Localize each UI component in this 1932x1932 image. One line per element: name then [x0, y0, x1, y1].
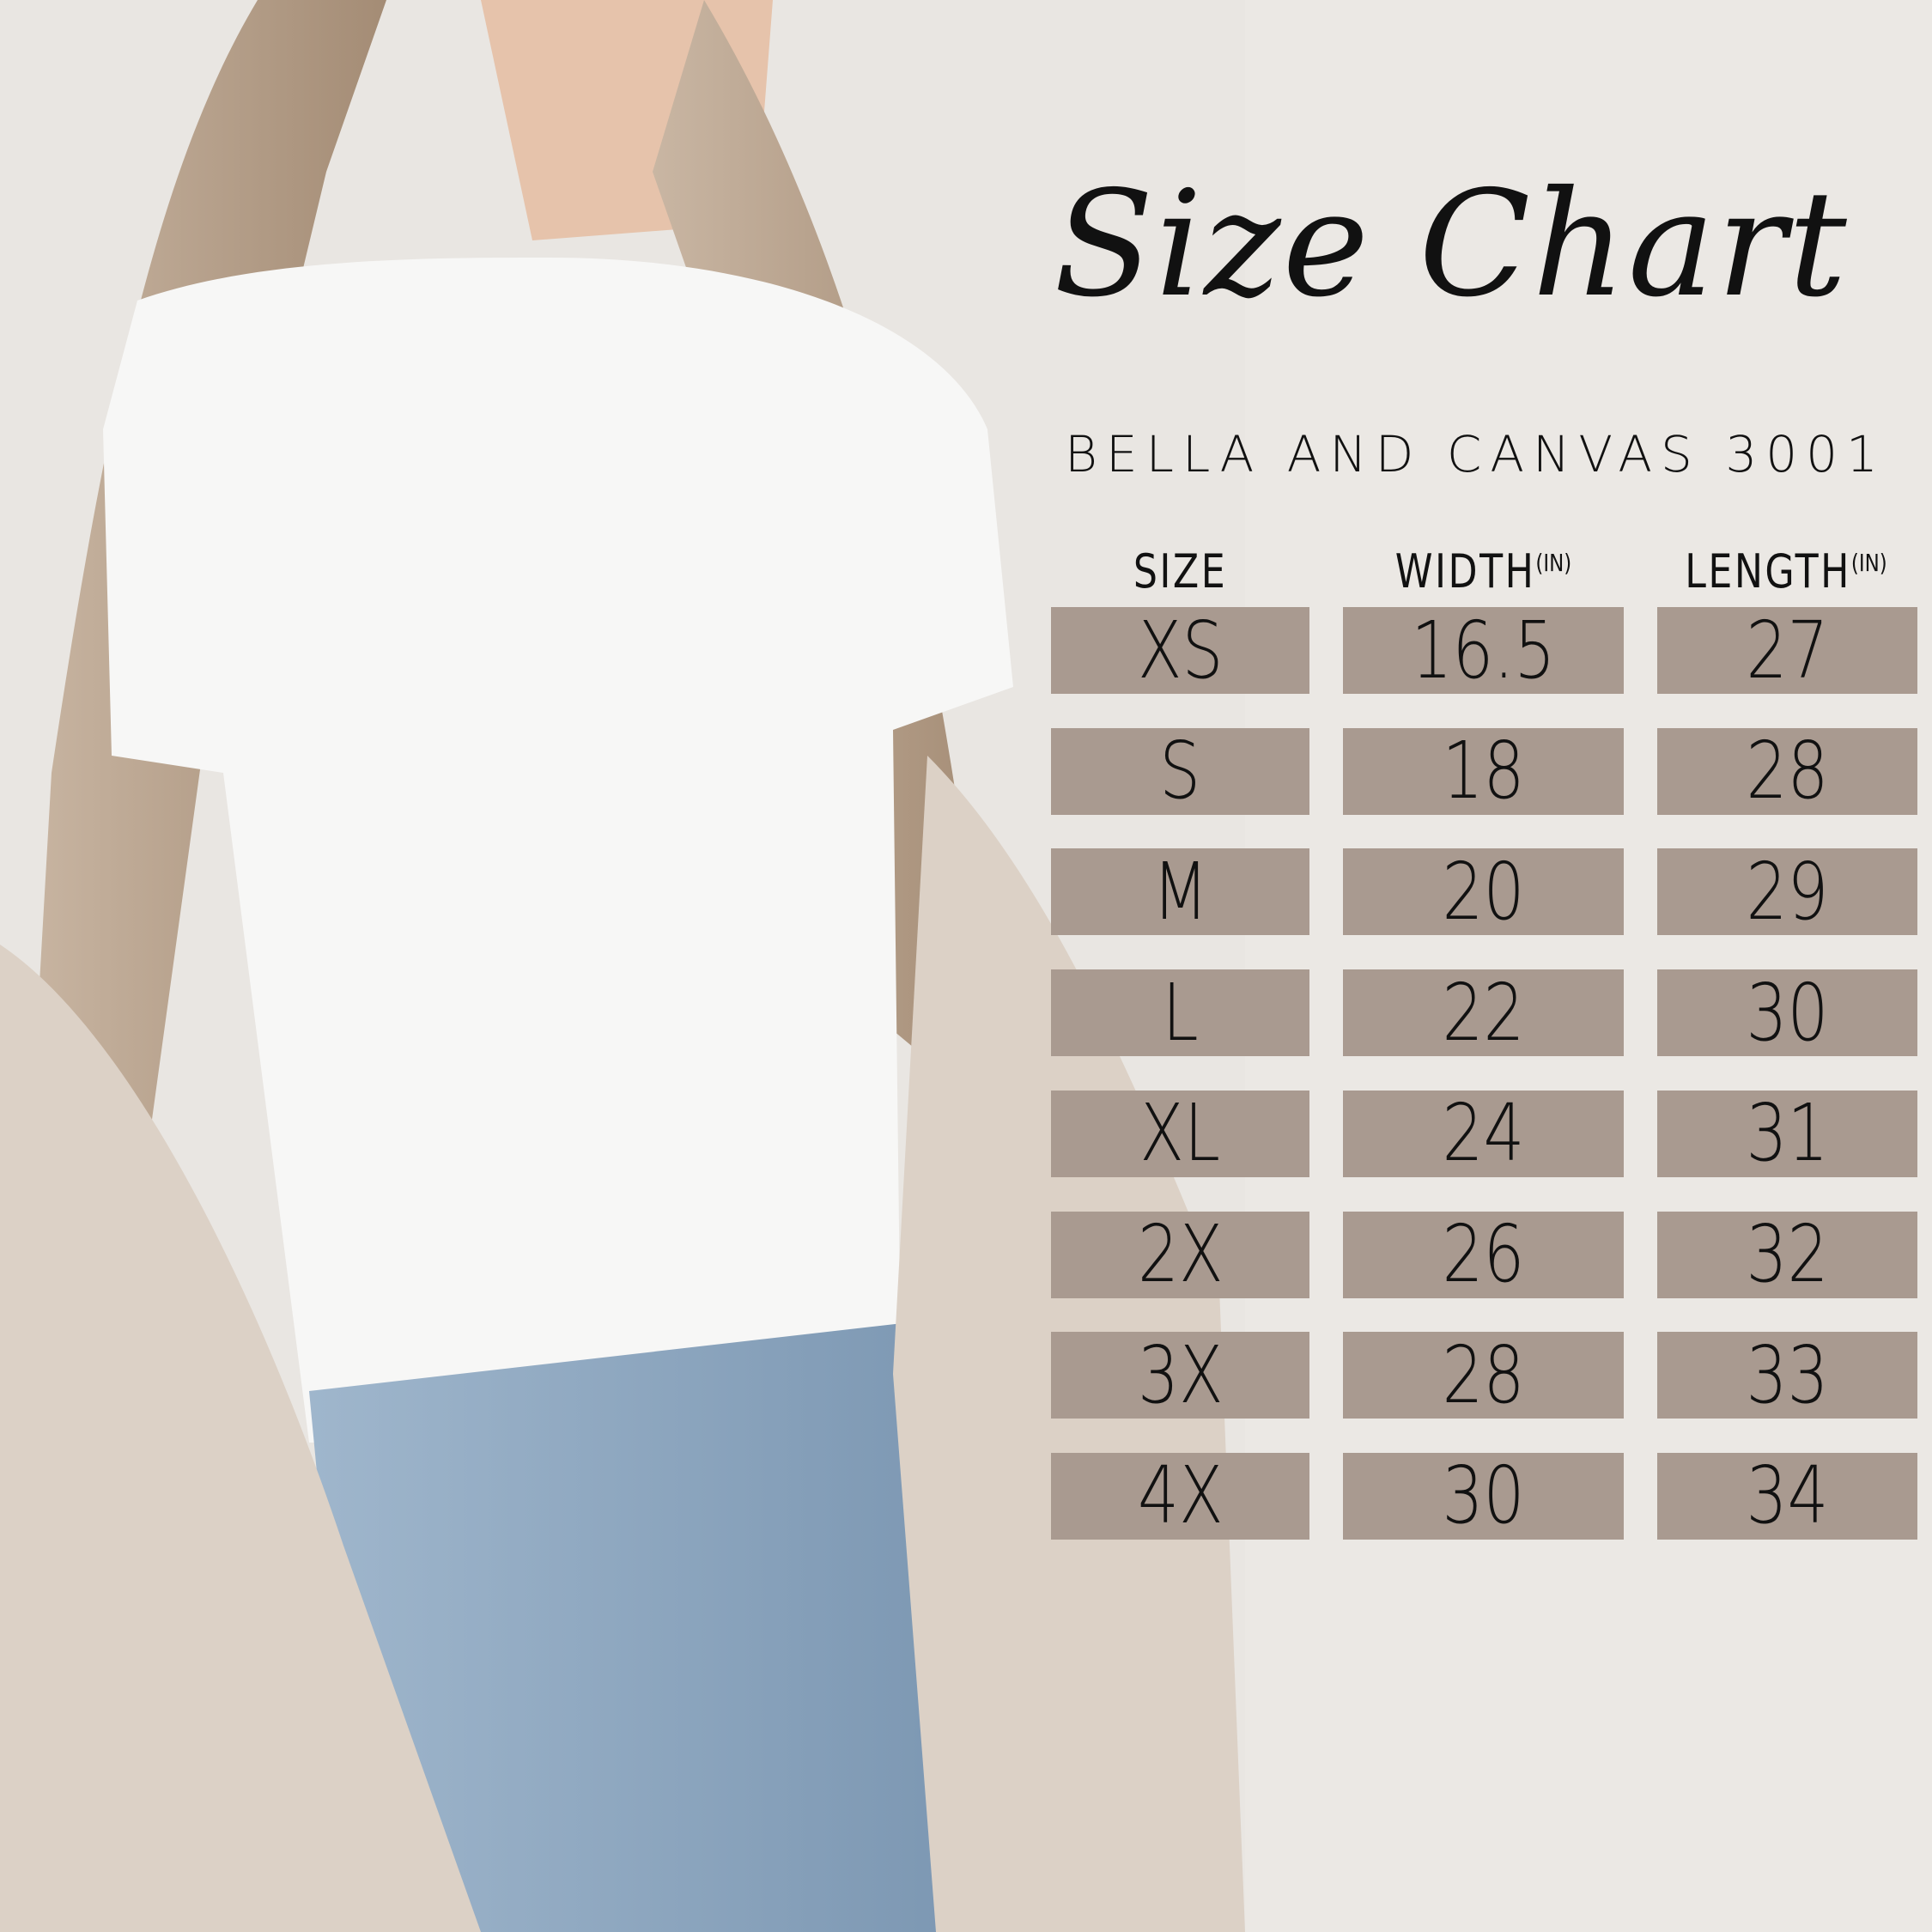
cell-width-value: 22 [1442, 966, 1525, 1059]
cell-width: 28 [1343, 1332, 1624, 1419]
cell-size: 4X [1051, 1449, 1309, 1542]
cell-length-value: 34 [1746, 1449, 1829, 1542]
cell-width: 22 [1343, 966, 1624, 1059]
cell-size-value: XS [1137, 604, 1224, 696]
cell-size-value: 4X [1137, 1449, 1224, 1542]
header-size-label: SIZE [1133, 544, 1228, 598]
cell-width-value: 18 [1442, 725, 1525, 817]
header-length: LENGTH(IN) [1674, 546, 1899, 597]
product-subtitle: BELLA AND CANVAS 3001 [1065, 425, 1886, 483]
cell-width: 20 [1343, 845, 1624, 938]
header-width: WIDTH(IN) [1368, 546, 1598, 597]
cell-width-value: 20 [1442, 845, 1525, 938]
cell-size: S [1051, 725, 1309, 817]
cell-size-value: S [1159, 725, 1201, 817]
cell-length: 32 [1657, 1208, 1917, 1300]
cell-length: 30 [1657, 966, 1917, 1059]
size-chart-title: Size Chart [1054, 160, 1849, 330]
cell-length: 27 [1657, 607, 1917, 694]
cell-length-value: 31 [1746, 1087, 1829, 1180]
cell-size: L [1051, 966, 1309, 1059]
cell-width: 26 [1343, 1208, 1624, 1300]
cell-length-value: 30 [1746, 966, 1829, 1059]
cell-width-value: 16.5 [1411, 604, 1556, 696]
cell-length: 29 [1657, 845, 1917, 938]
cell-width-value: 24 [1442, 1087, 1525, 1180]
cell-width: 30 [1343, 1449, 1624, 1542]
header-size: SIZE [1074, 546, 1286, 597]
cell-length-value: 27 [1746, 604, 1829, 696]
cell-length-value: 32 [1746, 1208, 1829, 1300]
cell-length: 31 [1657, 1087, 1917, 1180]
cell-length-value: 33 [1746, 1328, 1829, 1421]
cell-size-value: 3X [1137, 1328, 1224, 1421]
cell-size: M [1051, 845, 1309, 938]
cell-size: 3X [1051, 1332, 1309, 1419]
cell-size-value: L [1162, 966, 1199, 1059]
cell-size: XL [1051, 1087, 1309, 1180]
cell-width-value: 26 [1442, 1208, 1525, 1300]
cell-length-value: 29 [1746, 845, 1829, 938]
cell-size: 2X [1051, 1208, 1309, 1300]
header-width-label: WIDTH [1394, 544, 1536, 598]
header-width-unit: (IN) [1535, 549, 1572, 577]
cell-width-value: 30 [1442, 1449, 1525, 1542]
cell-width: 18 [1343, 725, 1624, 817]
cell-size-value: 2X [1137, 1208, 1224, 1300]
cell-width: 24 [1343, 1087, 1624, 1180]
cell-size-value: XL [1139, 1087, 1221, 1180]
cell-size: XS [1051, 607, 1309, 694]
header-length-unit: (IN) [1850, 549, 1887, 577]
cell-size-value: M [1151, 845, 1209, 938]
cell-length-value: 28 [1746, 725, 1829, 817]
cell-length: 28 [1657, 725, 1917, 817]
cell-length: 34 [1657, 1449, 1917, 1542]
header-length-label: LENGTH [1685, 544, 1851, 598]
cell-width-value: 28 [1442, 1328, 1525, 1421]
cell-length: 33 [1657, 1332, 1917, 1419]
cell-width: 16.5 [1343, 607, 1624, 694]
